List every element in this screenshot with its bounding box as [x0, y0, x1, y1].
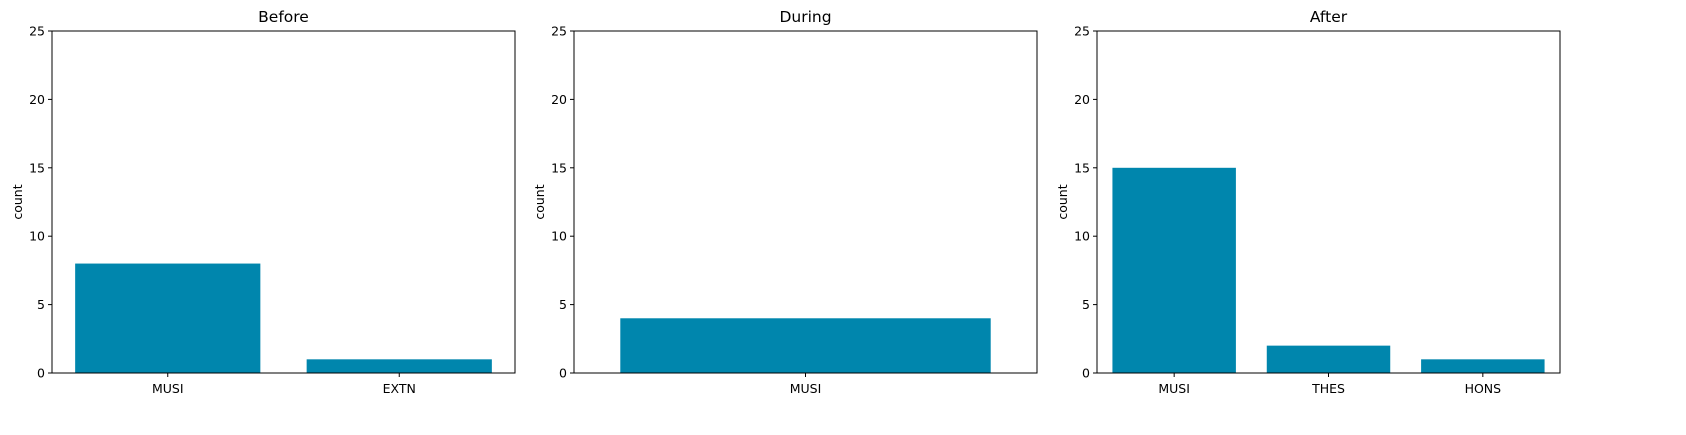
x-tick-label-extn: EXTN [383, 381, 416, 396]
y-tick-label: 20 [29, 92, 45, 107]
y-tick-label: 5 [559, 297, 567, 312]
x-tick-label-thes: THES [1311, 381, 1345, 396]
y-axis-label: count [10, 184, 25, 219]
bar-musi [1112, 167, 1236, 373]
x-tick-label-musi: MUSI [152, 381, 184, 396]
x-tick-label-musi: MUSI [1158, 381, 1190, 396]
chart-panel-during: 0 5 10 15 20 25 MUSI During count [532, 8, 1038, 396]
x-tick-label-hons: HONS [1465, 381, 1502, 396]
bar-extn [306, 359, 492, 373]
chart-title: Before [258, 8, 309, 26]
y-tick-label: 20 [551, 92, 567, 107]
y-tick-label: 10 [1074, 229, 1090, 244]
y-axis-label: count [532, 184, 547, 219]
bar-hons [1421, 359, 1545, 373]
y-tick-label: 0 [37, 366, 45, 381]
y-axis-label: count [1055, 184, 1070, 219]
chart-panel-before: 0 5 10 15 20 25 MUSI EXTN Before count [10, 8, 516, 396]
y-tick-label: 10 [551, 229, 567, 244]
y-tick-label: 15 [1074, 160, 1090, 175]
bar-thes [1266, 345, 1391, 373]
y-tick-label: 25 [29, 24, 45, 39]
y-tick-label: 0 [559, 366, 567, 381]
y-tick-label: 15 [29, 160, 45, 175]
y-tick-label: 5 [1082, 297, 1090, 312]
chart-panel-after: 0 5 10 15 20 25 MUSI THES HONS After count [1055, 8, 1561, 396]
y-tick-label: 25 [551, 24, 567, 39]
y-tick-label: 25 [1074, 24, 1090, 39]
axes-frame [51, 30, 516, 374]
y-tick-label: 10 [29, 229, 45, 244]
y-tick-label: 20 [1074, 92, 1090, 107]
chart-title: After [1310, 8, 1348, 26]
chart-title: During [779, 8, 831, 26]
bar-musi [620, 318, 991, 373]
y-tick-label: 5 [37, 297, 45, 312]
bar-musi [75, 263, 261, 373]
y-tick-label: 15 [551, 160, 567, 175]
y-tick-label: 0 [1082, 366, 1090, 381]
x-tick-label-musi: MUSI [790, 381, 822, 396]
